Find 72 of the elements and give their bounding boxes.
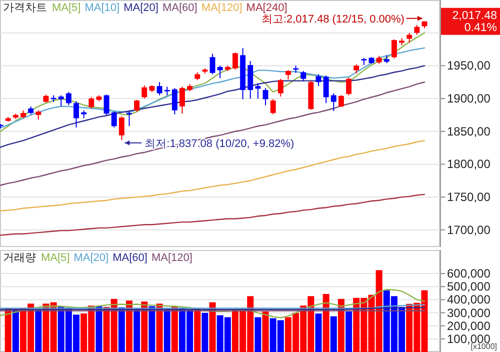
candlestick xyxy=(180,86,185,114)
y-tick-label: 400,000 xyxy=(447,292,491,307)
candlestick xyxy=(134,99,140,112)
bar xyxy=(315,314,322,352)
chart-title: 가격차트 xyxy=(3,2,47,14)
bar xyxy=(194,308,201,352)
candlestick xyxy=(285,70,291,80)
candlestick xyxy=(172,88,178,115)
line-series xyxy=(0,140,426,212)
bar xyxy=(12,308,19,352)
candlestick xyxy=(58,94,64,107)
line-series xyxy=(0,47,426,129)
candlestick xyxy=(330,92,336,112)
y-tick-label: 1800,00 xyxy=(447,157,491,172)
y-tick-label: 500,000 xyxy=(447,280,491,294)
bar xyxy=(262,312,269,352)
bar xyxy=(202,312,208,352)
candlestick xyxy=(156,82,162,96)
candlestick xyxy=(354,64,360,74)
legend: MA[5] MA[20] MA[60] MA[120] xyxy=(41,252,192,264)
candlestick xyxy=(88,96,94,109)
annotation: 최고:2,017.48 (12/15, 0.00%) xyxy=(261,13,404,26)
candlestick xyxy=(104,94,110,116)
candlestick xyxy=(346,77,352,96)
y-tick-label: 200,000 xyxy=(447,318,491,333)
bar xyxy=(164,308,170,352)
y-tick-label: 300,000 xyxy=(447,306,491,320)
candlestick xyxy=(338,94,344,108)
candlestick xyxy=(270,98,276,115)
y-tick-label: 1850,00 xyxy=(447,124,491,138)
bar xyxy=(209,302,216,352)
bar xyxy=(346,312,352,352)
y-tick-label: 1700,00 xyxy=(447,222,491,237)
bar xyxy=(4,308,12,352)
y-tick-label: 1750,00 xyxy=(447,190,491,204)
candlestick xyxy=(262,88,268,106)
legend: MA[5] MA[10] MA[20] MA[60] MA[120] MA[240] xyxy=(52,2,288,14)
y-tick-label: 1900,00 xyxy=(447,92,491,106)
bar xyxy=(141,302,148,352)
candlestick xyxy=(278,78,284,98)
bar xyxy=(126,300,132,352)
candlestick xyxy=(406,32,412,44)
candlestick xyxy=(111,111,117,128)
candlestick xyxy=(255,82,261,100)
line-series xyxy=(0,65,426,148)
candlestick xyxy=(118,116,124,140)
candlestick xyxy=(323,75,329,104)
line-series xyxy=(0,82,426,186)
candlestick xyxy=(210,53,216,75)
candlestick xyxy=(300,70,306,82)
bar xyxy=(134,308,140,352)
y-tick-label: 600,000 xyxy=(447,266,491,281)
candlestick xyxy=(391,38,397,59)
bar xyxy=(35,310,42,352)
candlestick xyxy=(126,111,132,127)
bar xyxy=(148,306,156,352)
bar xyxy=(330,316,337,352)
candlestick xyxy=(36,110,42,120)
line-series xyxy=(0,194,426,236)
candlestick xyxy=(414,24,420,36)
chart-title: 거래량 xyxy=(3,252,36,264)
text: 2,017.48 0.41% xyxy=(452,10,497,34)
bar xyxy=(254,317,262,352)
candlestick xyxy=(217,65,223,79)
candlestick xyxy=(232,52,238,70)
candlestick xyxy=(74,100,79,128)
candlestick xyxy=(316,74,322,87)
candlestick xyxy=(66,91,72,106)
bar xyxy=(338,298,344,352)
line-series xyxy=(0,32,426,132)
y-tick-label: 1950,00 xyxy=(447,58,491,73)
candlestick xyxy=(142,84,148,100)
